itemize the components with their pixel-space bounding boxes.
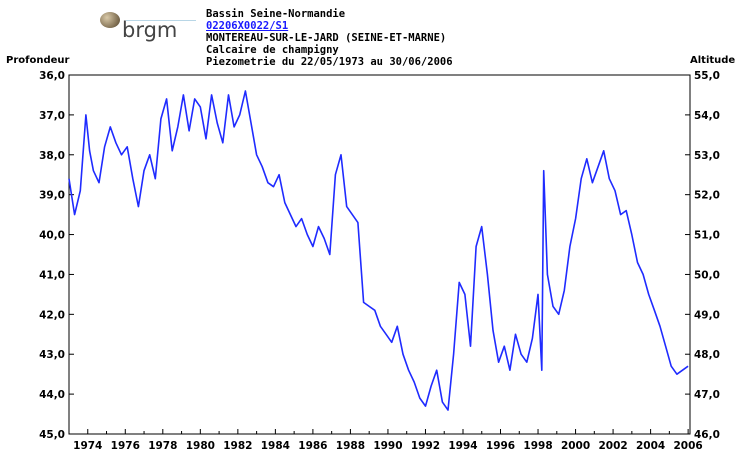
right-axis-title: Altitude xyxy=(690,55,736,66)
x-tick-label: 2000 xyxy=(561,440,590,452)
x-tick-label: 1992 xyxy=(411,440,440,452)
plot-frame xyxy=(68,74,691,435)
right-y-tick-label: 53,0 xyxy=(694,150,720,162)
left-y-tick-label: 39,0 xyxy=(39,190,65,202)
left-y-tick-label: 38,0 xyxy=(39,150,65,162)
logo-globe-icon xyxy=(100,12,120,28)
right-y-tick-label: 46,0 xyxy=(694,429,720,441)
logo-text: brgm xyxy=(122,18,178,42)
left-y-tick-label: 44,0 xyxy=(39,389,65,401)
right-y-tick-label: 48,0 xyxy=(694,349,720,361)
chart-header: Bassin Seine-Normandie 02206X0022/S1 MON… xyxy=(206,8,453,68)
right-y-tick-label: 49,0 xyxy=(694,309,720,321)
x-tick-label: 1990 xyxy=(373,440,402,452)
station-location: MONTEREAU-SUR-LE-JARD (SEINE-ET-MARNE) xyxy=(206,32,447,44)
left-y-tick-label: 45,0 xyxy=(39,429,65,441)
x-tick-label: 1988 xyxy=(336,440,365,452)
aquifer-name: Calcaire de champigny xyxy=(206,44,339,56)
right-y-tick-label: 55,0 xyxy=(694,70,720,82)
right-y-tick-label: 51,0 xyxy=(694,230,720,242)
x-tick-label: 2006 xyxy=(674,440,703,452)
x-tick-label: 1976 xyxy=(111,440,140,452)
x-tick-label: 1974 xyxy=(73,440,102,452)
x-tick-label: 1996 xyxy=(486,440,515,452)
x-tick-label: 1994 xyxy=(448,440,477,452)
logo-divider xyxy=(126,20,196,21)
measurement-period: Piezometrie du 22/05/1973 au 30/06/2006 xyxy=(206,56,453,68)
x-tick-label: 1978 xyxy=(148,440,177,452)
x-tick-label: 1984 xyxy=(261,440,290,452)
left-y-tick-label: 43,0 xyxy=(39,349,65,361)
right-y-tick-label: 54,0 xyxy=(694,110,720,122)
brgm-logo: brgm xyxy=(100,8,196,42)
series-line-depth xyxy=(68,90,689,411)
right-y-tick-label: 52,0 xyxy=(694,190,720,202)
left-axis-title: Profondeur xyxy=(6,55,70,66)
basin-name: Bassin Seine-Normandie xyxy=(206,8,346,20)
x-tick-label: 1982 xyxy=(223,440,252,452)
x-tick-label: 1986 xyxy=(298,440,327,452)
x-tick-label: 2002 xyxy=(598,440,627,452)
x-tick-label: 1980 xyxy=(186,440,215,452)
left-y-tick-label: 40,0 xyxy=(39,230,65,242)
left-y-tick-label: 41,0 xyxy=(39,269,65,281)
x-tick-label: 2004 xyxy=(636,440,665,452)
right-y-tick-label: 50,0 xyxy=(694,269,720,281)
left-y-tick-label: 36,0 xyxy=(39,70,65,82)
right-y-tick-label: 47,0 xyxy=(694,389,720,401)
left-y-tick-label: 37,0 xyxy=(39,110,65,122)
left-y-tick-label: 42,0 xyxy=(39,309,65,321)
station-code-link[interactable]: 02206X0022/S1 xyxy=(206,20,289,32)
x-tick-label: 1998 xyxy=(523,440,552,452)
